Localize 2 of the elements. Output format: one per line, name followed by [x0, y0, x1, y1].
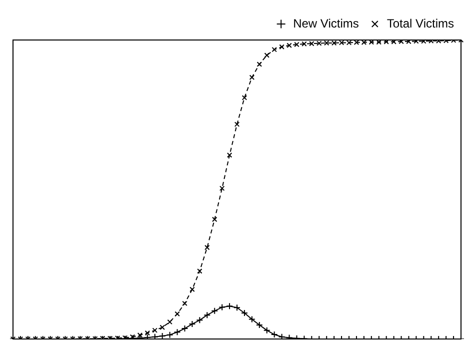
legend-label: Total Victims — [386, 16, 454, 30]
legend-label: New Victims — [293, 16, 359, 30]
